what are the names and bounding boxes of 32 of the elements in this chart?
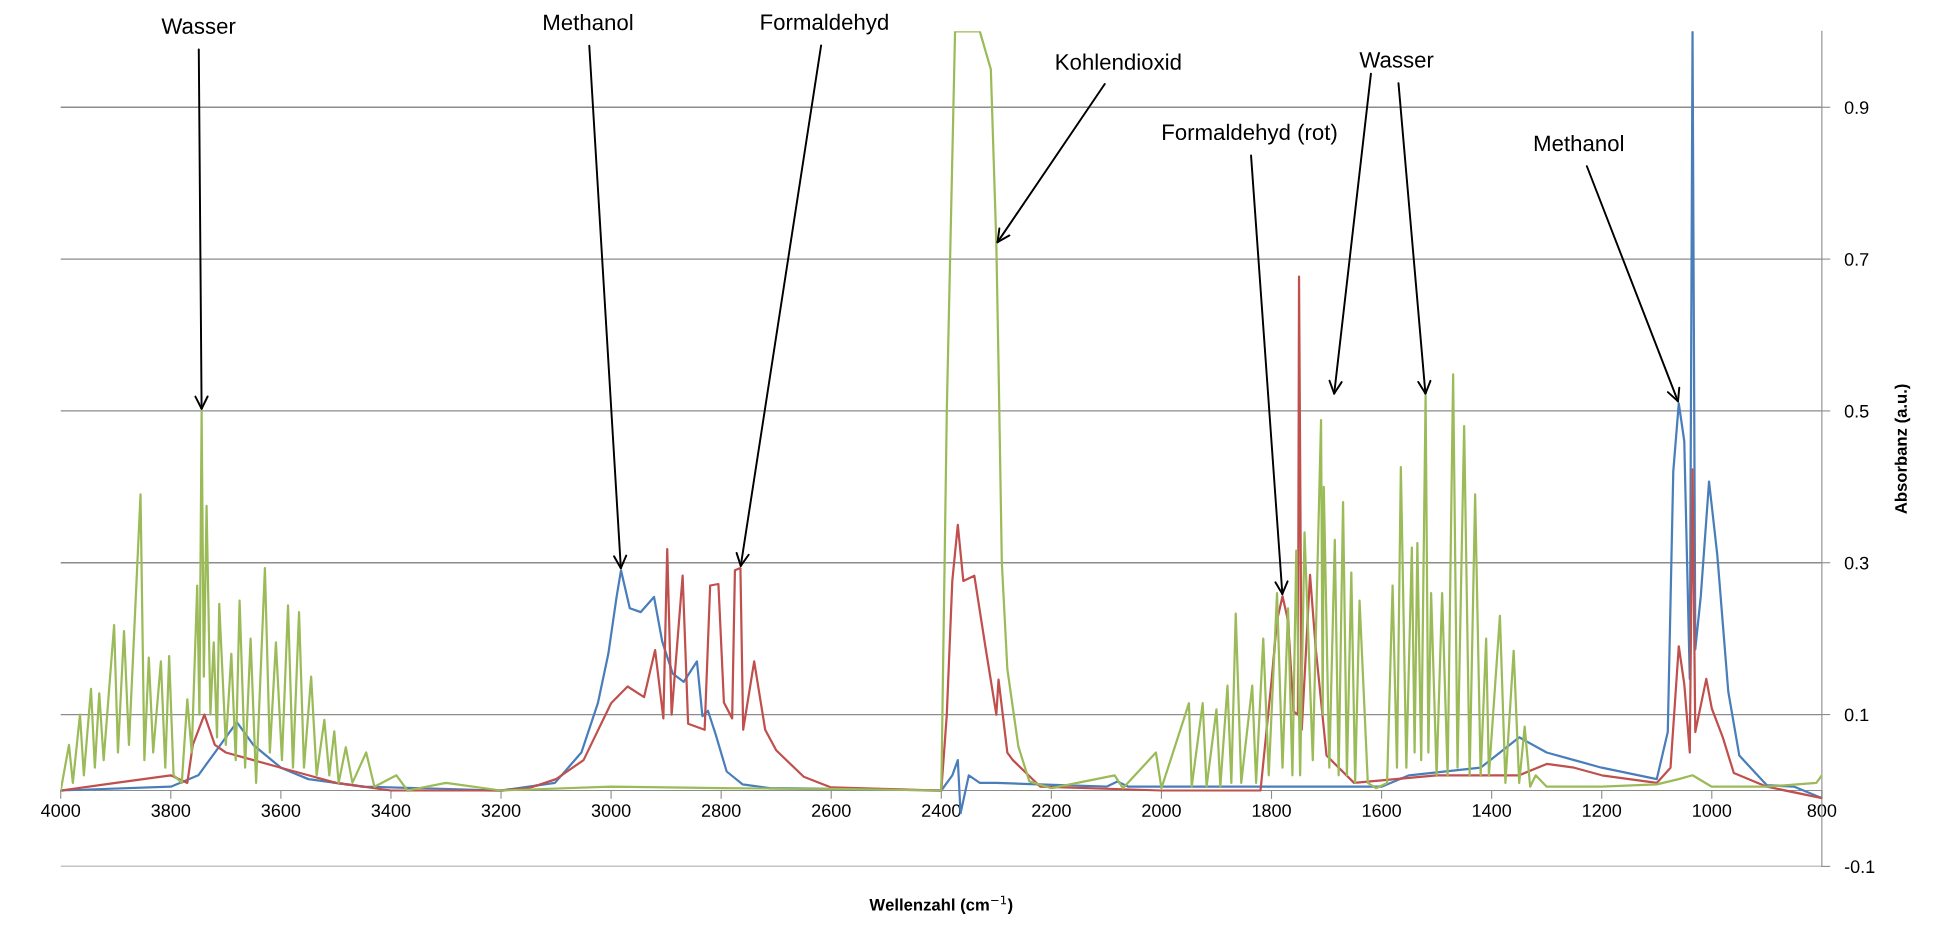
y-tick-label: 0.5 [1844,404,1869,418]
x-tick-label: 2000 [1142,804,1181,817]
x-tick-label: 3200 [481,804,521,817]
x-tick-label: 2600 [812,804,851,817]
x-tick-label: 3600 [261,804,301,817]
x-tick-label: 3800 [151,804,191,817]
annotation: Wasser [161,18,236,34]
x-tick-label: 800 [1807,804,1837,817]
x-tick-label: 2800 [701,804,741,817]
annotation: Formaldehyd [761,13,888,35]
x-tick-label: 1800 [1252,804,1291,817]
x-tick-label: 2200 [1032,804,1071,817]
x-tick-label: 3000 [591,804,631,817]
x-tick-label: 2400 [922,804,961,817]
annotation: Formaldehyd (rot) [1163,123,1337,145]
y-tick-label: 0.3 [1844,556,1869,570]
y-tick-label: 0.7 [1844,253,1869,266]
y-axis-title: Absorbanz (a.u.) [1894,384,1911,514]
annotation: Methanol [544,13,633,31]
x-tick-label: 3400 [371,804,411,817]
x-tick-label: 1000 [1693,804,1732,817]
x-tick-label: 1200 [1583,804,1622,817]
y-tick-label: -0.1 [1844,860,1875,874]
annotation: Kohlendioxid [1056,53,1181,70]
x-tick-label: 1400 [1472,804,1512,817]
x-axis-title: Wellenzahl (cm$^{−1}$) [869,895,1013,914]
y-tick-label: 0.9 [1844,101,1869,114]
annotation: Wasser [1359,52,1434,68]
x-tick-label: 1600 [1362,804,1401,817]
x-tick-label: 4000 [41,804,81,817]
annotation: Methanol [1534,134,1623,152]
y-tick-label: 0.1 [1844,708,1869,722]
